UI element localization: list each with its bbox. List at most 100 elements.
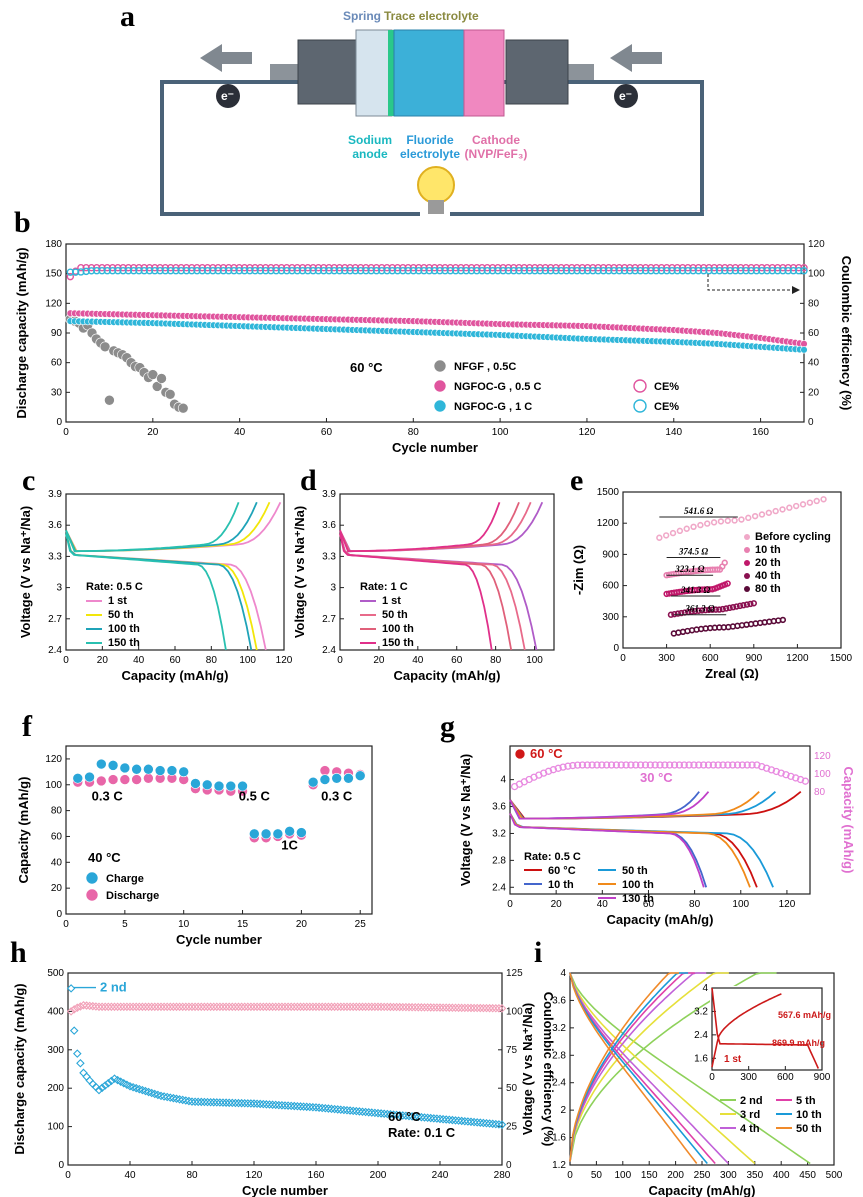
data-point-ce: [228, 1002, 237, 1012]
data-point-ce-1c: [467, 267, 476, 275]
data-point-ce: [330, 1002, 339, 1012]
panel-label-d: d: [300, 464, 317, 497]
nyquist-point-0: [799, 501, 807, 508]
y2-tick-label: 75: [506, 1045, 518, 1056]
data-point-capacity: [438, 1114, 448, 1124]
data-point-ce: [364, 1002, 373, 1012]
data-point-charge: [72, 773, 84, 784]
data-point-charge: [331, 773, 342, 784]
data-point-ce-05c: [520, 264, 528, 272]
data-point-ce: [457, 1003, 466, 1013]
data-point-ce-05c: [182, 264, 191, 272]
data-point-ce-1c: [288, 267, 296, 275]
data-point-ce-1c: [721, 267, 729, 275]
data-point-ce-05c: [800, 264, 808, 272]
legend-marker: [633, 379, 647, 393]
legend-label: CE%: [654, 381, 679, 393]
data-point-capacity: [392, 1110, 401, 1120]
annotation-temperature: 60 °C: [388, 1109, 421, 1124]
data-point-charge: [272, 828, 284, 840]
data-point-ce-05c: [288, 264, 296, 272]
data-point-ce-1c: [393, 267, 402, 275]
data-point-ce-05c: [283, 264, 291, 272]
data-point-charge: [154, 765, 166, 776]
data-point-ce-1c: [261, 267, 270, 275]
data-point-capacity: [293, 1101, 302, 1111]
annotation-temperature: 40 °C: [88, 850, 121, 865]
legend-label: NGFOC-G , 1 C: [454, 401, 532, 413]
data-point-ce: [488, 1003, 497, 1013]
nyquist-point-3: [740, 602, 747, 609]
data-point-ce-05c: [399, 264, 407, 272]
legend-label: 10 th: [548, 879, 574, 891]
discharge-curve-3: [65, 533, 227, 651]
y-tick-label: 0: [58, 1160, 64, 1171]
y-tick-label: 120: [45, 754, 62, 765]
discharge-curve-3: [569, 972, 716, 1165]
data-point-ce-1c: [800, 267, 808, 275]
x-tick-label: 140: [665, 427, 682, 438]
data-point-ce-05c: [177, 264, 185, 272]
x-tick-label: 600: [777, 1072, 794, 1083]
label-electrolyte: electrolyte: [400, 147, 460, 161]
y2-tick-label: 60: [808, 328, 820, 339]
data-point-ce: [376, 1002, 386, 1012]
label-trace-electrolyte: Trace electrolyte: [384, 9, 479, 23]
x-tick-label: 80: [490, 655, 502, 666]
inset-label-cycle: 1 st: [724, 1054, 742, 1065]
nyquist-point-0: [792, 502, 800, 510]
data-point-capacity: [104, 1078, 113, 1088]
charge-curve-0: [65, 501, 282, 553]
data-point-ce-05c: [246, 264, 254, 272]
data-point-ce: [383, 1002, 392, 1012]
y-tick-label: 100: [47, 1122, 64, 1133]
data-point-charge: [296, 827, 307, 838]
data-point-ce-05c: [562, 264, 571, 272]
data-point-ce: [246, 1002, 256, 1012]
nyquist-point-1: [721, 559, 728, 566]
data-point-ce: [224, 1002, 234, 1012]
cell-body: [270, 29, 594, 117]
capacity-point: [738, 761, 747, 769]
data-point-ce: [283, 1002, 293, 1012]
x-tick-label: 0: [567, 1170, 573, 1181]
legend-label: Charge: [106, 873, 144, 885]
data-point-capacity: [451, 1116, 460, 1125]
data-point-ce-1c: [520, 267, 528, 275]
data-point-ce-05c: [657, 264, 666, 272]
rate-label: Rate: 0.1 C: [388, 1125, 456, 1140]
data-point-charge: [143, 763, 154, 775]
data-point-ce-1c: [568, 267, 576, 275]
data-point-nfgf: [156, 373, 167, 384]
data-point-ce-05c: [531, 264, 539, 272]
nyquist-point-3: [698, 607, 706, 614]
data-point-ce-05c: [710, 264, 718, 272]
x-axis-label: Capacity (mAh/g): [122, 668, 229, 683]
data-point-capacity: [162, 1092, 172, 1102]
data-point-ce-05c: [488, 264, 497, 272]
x-axis-label: Cycle number: [176, 932, 262, 947]
data-point-ce-1c: [346, 267, 354, 275]
x-tick-label: 200: [370, 1170, 387, 1181]
data-point-capacity: [237, 1098, 246, 1108]
data-point-capacity: [327, 1104, 336, 1114]
data-point-ce: [147, 1002, 156, 1012]
data-point-ce-05c: [362, 264, 370, 272]
data-point-ce-05c: [610, 264, 618, 272]
x-tick-label: 160: [752, 427, 769, 438]
legend-marker: [744, 534, 750, 540]
x-tick-label: 500: [826, 1170, 843, 1181]
data-point-capacity: [373, 1108, 383, 1118]
data-point-ce: [265, 1002, 274, 1012]
data-point-ce-05c: [636, 264, 645, 272]
data-point-ce: [119, 1002, 129, 1012]
legend-label: 50 th: [622, 865, 648, 877]
chart-b: 0 20 40 60 80 100 120 140 160 0 30 60 90 120 150 180 Cyc…: [14, 239, 854, 455]
data-point-ce: [88, 1001, 98, 1011]
data-point-charge: [178, 766, 189, 778]
data-point-ce: [342, 1002, 352, 1012]
data-point-capacity: [435, 1114, 445, 1124]
y-tick-label: 3.9: [48, 489, 62, 500]
data-point-ce-05c: [98, 264, 106, 272]
y2-tick-label: 40: [808, 358, 820, 369]
